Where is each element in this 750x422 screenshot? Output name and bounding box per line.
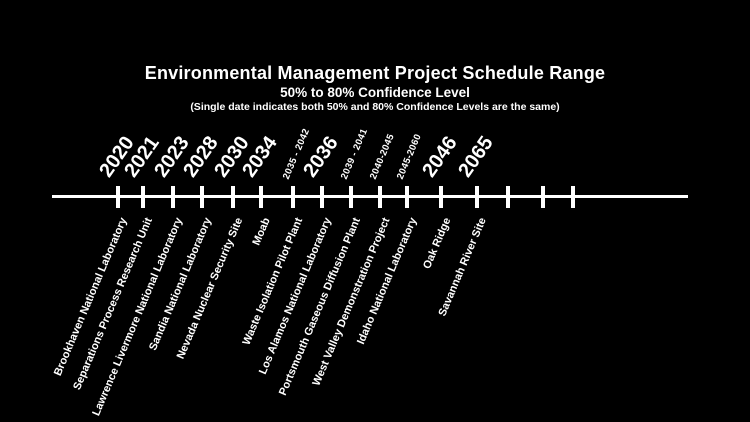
year-label-text: 2040-2045 xyxy=(367,132,397,181)
chart-title: Environmental Management Project Schedul… xyxy=(144,63,606,83)
site-label-text: Oak Ridge xyxy=(420,216,454,271)
year-label-text: 2046 xyxy=(418,132,462,182)
axis-tick xyxy=(171,186,175,208)
axis-tick xyxy=(231,186,235,208)
chart-subtitle: 50% to 80% Confidence Level xyxy=(280,85,470,100)
year-label-text: 2065 xyxy=(454,132,498,182)
axis-tick xyxy=(475,186,479,208)
axis-tick xyxy=(571,186,575,208)
axis-tick xyxy=(116,186,120,208)
year-label-text: 2045-2060 xyxy=(394,132,424,181)
axis-tick xyxy=(506,186,510,208)
axis-tick xyxy=(141,186,145,208)
site-label-text: Moab xyxy=(250,216,274,248)
axis-tick xyxy=(259,186,263,208)
axis-tick xyxy=(439,186,443,208)
axis-tick xyxy=(200,186,204,208)
timeline-axis-line xyxy=(52,195,688,198)
year-label-text: 2039 - 2041 xyxy=(338,126,371,181)
axis-tick xyxy=(405,186,409,208)
axis-tick xyxy=(378,186,382,208)
axis-tick xyxy=(291,186,295,208)
chart-note: (Single date indicates both 50% and 80% … xyxy=(190,101,560,113)
axis-tick xyxy=(541,186,545,208)
axis-tick xyxy=(349,186,353,208)
axis-tick xyxy=(320,186,324,208)
